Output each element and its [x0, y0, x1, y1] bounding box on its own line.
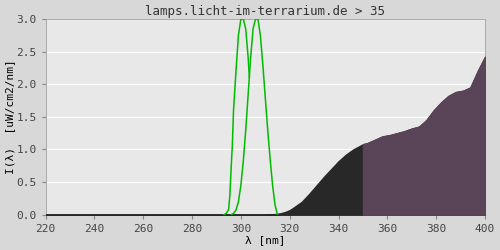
X-axis label: λ [nm]: λ [nm]	[245, 235, 286, 245]
Title: lamps.licht-im-terrarium.de > 35: lamps.licht-im-terrarium.de > 35	[146, 5, 386, 18]
Y-axis label: I(λ)  [uW/cm2/nm]: I(λ) [uW/cm2/nm]	[5, 60, 15, 174]
